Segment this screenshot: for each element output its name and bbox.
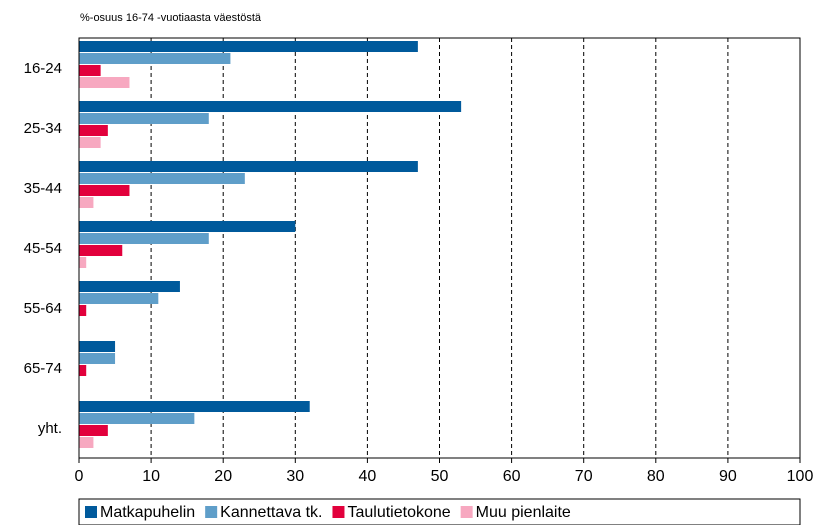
bar	[79, 413, 195, 424]
y-tick-label: 55-64	[24, 300, 62, 317]
x-tick-label: 40	[359, 468, 377, 485]
bar	[79, 197, 94, 208]
bar	[79, 125, 108, 136]
bar	[79, 281, 180, 292]
legend-swatch	[460, 506, 473, 518]
bar	[79, 293, 159, 304]
y-tick-label: 25-34	[24, 120, 62, 137]
plot-border	[78, 37, 801, 459]
y-tick-label: 16-24	[24, 60, 62, 77]
bar	[79, 41, 418, 52]
bar	[79, 185, 130, 196]
bar	[79, 53, 231, 64]
bar	[79, 353, 116, 364]
x-tick-label: 50	[431, 468, 449, 485]
bar	[79, 365, 87, 376]
bar	[79, 257, 87, 268]
bar	[79, 173, 245, 184]
legend-label: Matkapuhelin	[100, 504, 195, 521]
bar	[79, 65, 101, 76]
bar	[79, 401, 310, 412]
bar	[79, 161, 418, 172]
x-tick-label: 20	[214, 468, 232, 485]
y-tick-label: 35-44	[24, 180, 62, 197]
x-tick-label: 70	[575, 468, 593, 485]
legend-label: Kannettava tk.	[220, 504, 322, 521]
bar	[79, 341, 116, 352]
bar	[79, 137, 101, 148]
x-tick-label: 10	[142, 468, 160, 485]
x-tick-label: 30	[286, 468, 304, 485]
y-tick-label: 65-74	[24, 360, 62, 377]
bar	[79, 437, 94, 448]
bar	[79, 305, 87, 316]
chart-subtitle: %-osuus 16-74 -vuotiaasta väestöstä	[80, 12, 262, 24]
legend-swatch	[205, 506, 218, 518]
legend-label: Muu pienlaite	[476, 504, 571, 521]
x-tick-label: 90	[719, 468, 737, 485]
bar	[79, 113, 209, 124]
x-tick-label: 80	[647, 468, 665, 485]
x-tick-label: 60	[503, 468, 521, 485]
legend-swatch	[85, 506, 97, 518]
bar	[79, 221, 296, 232]
legend-box	[78, 498, 801, 525]
bar	[79, 233, 209, 244]
bar	[79, 77, 130, 88]
bar	[79, 245, 123, 256]
bar	[79, 101, 462, 112]
x-tick-label: 0	[75, 468, 84, 485]
bar	[79, 425, 108, 436]
x-tick-label: 100	[787, 468, 814, 485]
legend-label: Taulutietokone	[347, 504, 450, 521]
legend-swatch	[332, 506, 345, 518]
y-tick-label: yht.	[38, 420, 62, 437]
y-tick-label: 45-54	[24, 240, 62, 257]
